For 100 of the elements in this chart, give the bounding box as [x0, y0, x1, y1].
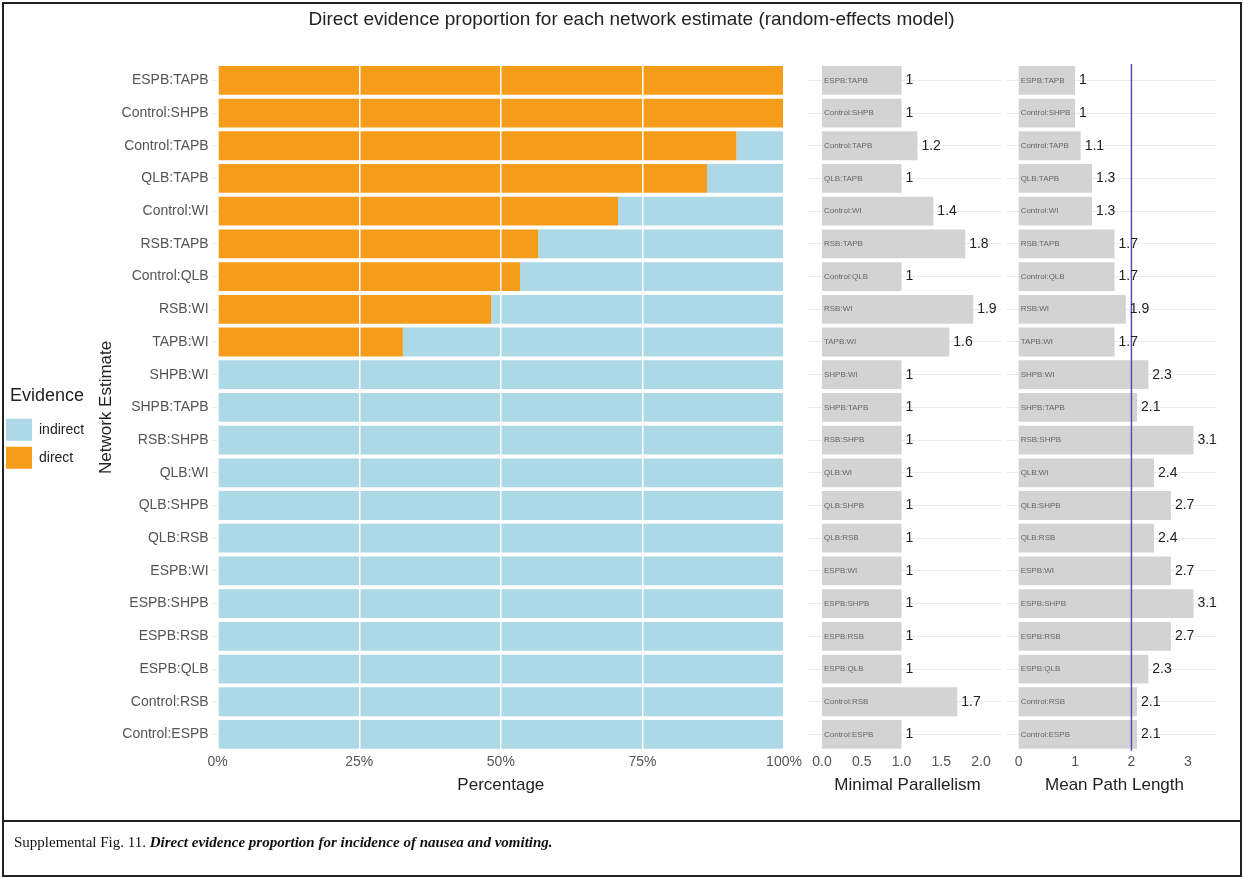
bar [218, 262, 521, 291]
y-tick-label: ESPB:SHPB [129, 594, 209, 611]
bar [218, 687, 784, 717]
bar [618, 196, 784, 226]
data-label: 2.3 [1152, 365, 1173, 382]
y-tick-label: SHPB:TAPB [131, 398, 209, 415]
data-label: 1 [905, 725, 914, 742]
bar [218, 720, 784, 749]
bar [821, 556, 902, 586]
data-label: 1 [905, 267, 914, 284]
data-label: 2.7 [1174, 627, 1195, 644]
category-label: RSB:SHPB [823, 435, 865, 445]
bar [218, 327, 403, 357]
category-label: QLB:RSB [1020, 533, 1056, 543]
category-label: ESPB:SHPB [1020, 598, 1066, 608]
data-label: 1 [905, 496, 914, 513]
data-label: 2.7 [1174, 561, 1195, 578]
x-tick-label: 1.5 [931, 753, 952, 770]
category-label: RSB:WI [823, 304, 853, 314]
data-label: 1.3 [1095, 169, 1116, 186]
bar [218, 393, 784, 422]
bar [821, 425, 902, 455]
bar [821, 131, 918, 161]
data-label: 1.3 [1095, 202, 1116, 219]
bar [218, 196, 619, 226]
category-label: RSB:TAPB [823, 239, 863, 249]
category-label: ESPB:WI [823, 566, 858, 576]
bar [821, 98, 902, 128]
y-tick-label: RSB:SHPB [137, 430, 209, 447]
data-label: 1.4 [937, 202, 958, 219]
bar [218, 523, 784, 553]
y-tick-label: QLB:SHPB [138, 496, 209, 513]
data-label: 1.2 [921, 136, 942, 153]
bar [520, 262, 784, 291]
x-tick-label: 50% [486, 753, 515, 770]
data-label: 1 [905, 627, 914, 644]
y-tick-label: QLB:TAPB [141, 169, 209, 186]
category-label: ESPB:RSB [823, 631, 864, 641]
x-tick-label: 1 [1071, 753, 1080, 770]
y-tick-label: Control:TAPB [124, 136, 209, 153]
x-tick-label: 2 [1127, 753, 1136, 770]
data-label: 3.1 [1197, 594, 1218, 611]
category-label: QLB:SHPB [823, 500, 864, 510]
data-label: 1.6 [953, 332, 973, 349]
category-label: Control:QLB [823, 271, 868, 281]
category-label: ESPB:SHPB [823, 598, 870, 608]
bar [1018, 131, 1081, 161]
y-tick-label: ESPB:TAPB [131, 71, 209, 88]
bar [821, 393, 902, 422]
data-label: 2.7 [1174, 496, 1195, 513]
bar [1018, 654, 1149, 684]
bar [218, 621, 784, 651]
category-label: QLB:WI [823, 468, 852, 478]
bar [538, 229, 784, 259]
legend-title: Evidence [10, 385, 85, 406]
y-tick-label: Control:SHPB [121, 103, 209, 120]
category-label: Control:QLB [1020, 271, 1065, 281]
bar [821, 491, 902, 520]
category-label: Control:ESPB [823, 729, 874, 739]
y-tick-label: TAPB:WI [152, 332, 209, 349]
x-tick-label: 25% [345, 753, 374, 770]
data-label: 1.9 [977, 300, 997, 317]
data-label: 1 [905, 594, 914, 611]
x-axis-title: Mean Path Length [1045, 775, 1184, 795]
category-label: Control:RSB [1020, 696, 1066, 706]
text: Direct evidence proportion for incidence of nausea and vomiting. [148, 834, 553, 850]
y-tick-label: SHPB:WI [149, 365, 209, 382]
bar [218, 98, 784, 128]
category-label: ESPB:WI [1020, 566, 1054, 576]
category-label: SHPB:TAPB [1020, 402, 1065, 412]
data-label: 1 [905, 561, 914, 578]
bar [218, 360, 784, 390]
data-label: 1 [905, 529, 914, 546]
x-tick-label: 2.0 [971, 753, 992, 770]
category-label: RSB:TAPB [1020, 239, 1060, 249]
bar [821, 687, 958, 717]
x-tick-label: 3 [1183, 753, 1192, 770]
bar [218, 229, 539, 259]
data-label: 1 [1079, 71, 1088, 88]
bar [821, 229, 966, 259]
bar [821, 360, 902, 390]
bar [218, 425, 784, 455]
bar [218, 164, 707, 193]
bar [1018, 360, 1149, 390]
x-tick-label: 0.0 [812, 753, 832, 770]
data-label: 3.1 [1197, 430, 1218, 447]
bar [1018, 621, 1171, 651]
bar [821, 65, 902, 95]
y-tick-label: QLB:RSB [147, 529, 209, 546]
bar [821, 327, 950, 357]
x-axis-title: Percentage [457, 775, 545, 795]
y-tick-label: ESPB:RSB [138, 627, 209, 644]
category-label: Control:ESPB [1020, 729, 1070, 739]
category-label: QLB:SHPB [1020, 500, 1061, 510]
bar [821, 523, 902, 553]
category-label: Control:RSB [823, 696, 869, 706]
category-label: QLB:TAPB [823, 173, 863, 183]
data-label: 2.1 [1141, 398, 1161, 415]
x-tick-label: 0 [1014, 753, 1023, 770]
data-label: 1 [905, 463, 914, 480]
